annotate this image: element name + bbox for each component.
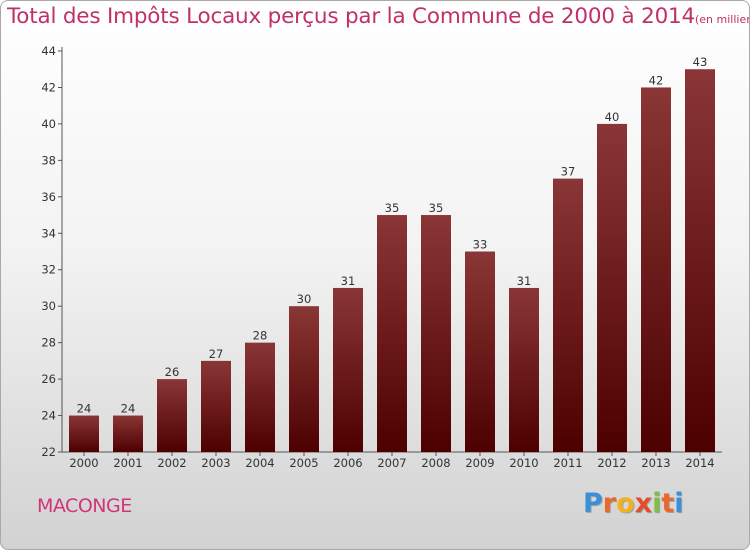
y-tick-label: 40 bbox=[41, 117, 56, 131]
y-tick-label: 30 bbox=[41, 299, 56, 313]
bar[interactable] bbox=[685, 69, 715, 453]
bar[interactable] bbox=[69, 415, 99, 452]
bar-value-label: 35 bbox=[385, 201, 400, 215]
logo-letter: i bbox=[674, 488, 684, 519]
bar[interactable] bbox=[113, 415, 143, 452]
bar-value-label: 40 bbox=[605, 110, 620, 124]
y-tick-label: 34 bbox=[41, 226, 56, 240]
logo-letter: i bbox=[652, 488, 662, 519]
logo-letter: t bbox=[661, 488, 675, 519]
bar-value-label: 43 bbox=[693, 55, 708, 69]
bar[interactable] bbox=[201, 360, 231, 452]
bars bbox=[69, 69, 715, 453]
bar[interactable] bbox=[509, 287, 539, 452]
bar[interactable] bbox=[553, 178, 583, 452]
logo-letter: P bbox=[583, 488, 603, 519]
bar-value-label: 27 bbox=[209, 347, 224, 361]
y-tick-label: 24 bbox=[41, 409, 56, 423]
x-tick-label: 2008 bbox=[421, 456, 450, 470]
x-tick-label: 2012 bbox=[597, 456, 626, 470]
bar-value-label: 26 bbox=[165, 365, 180, 379]
x-tick-label: 2006 bbox=[333, 456, 362, 470]
y-tick-label: 38 bbox=[41, 153, 56, 167]
bar-value-label: 31 bbox=[517, 274, 532, 288]
bar[interactable] bbox=[465, 251, 495, 453]
bar-value-label: 35 bbox=[429, 201, 444, 215]
proxiti-logo[interactable]: Proxiti bbox=[583, 488, 684, 519]
bar-value-label: 24 bbox=[121, 402, 136, 416]
y-tick-label: 22 bbox=[41, 445, 56, 459]
y-tick-label: 36 bbox=[41, 190, 56, 204]
axes: 22 24 26 28 30 32 34 36 38 40 42 44 bbox=[41, 44, 722, 459]
bar-value-label: 30 bbox=[297, 292, 312, 306]
x-tick-label: 2002 bbox=[157, 456, 186, 470]
bar-value-label: 31 bbox=[341, 274, 356, 288]
bar-value-label: 24 bbox=[77, 402, 92, 416]
data-labels: 2000 24 2001 24 2002 26 2003 27 2004 28 2005 30 2006… bbox=[69, 55, 714, 470]
y-tick-label: 42 bbox=[41, 80, 56, 94]
bar[interactable] bbox=[377, 215, 407, 452]
y-tick-label: 28 bbox=[41, 336, 56, 350]
x-tick-label: 2004 bbox=[245, 456, 274, 470]
bar[interactable] bbox=[333, 287, 363, 452]
bar[interactable] bbox=[641, 87, 671, 453]
chart-title-text: Total des Impôts Locaux perçus par la Co… bbox=[7, 4, 695, 29]
logo-letter: x bbox=[634, 488, 653, 519]
bar[interactable] bbox=[597, 123, 627, 452]
y-tick-label: 26 bbox=[41, 372, 56, 386]
bar-value-label: 28 bbox=[253, 329, 268, 343]
x-tick-label: 2011 bbox=[553, 456, 582, 470]
x-tick-label: 2003 bbox=[201, 456, 230, 470]
bar[interactable] bbox=[289, 306, 319, 452]
x-tick-label: 2014 bbox=[685, 456, 714, 470]
x-tick-label: 2005 bbox=[289, 456, 318, 470]
bar[interactable] bbox=[157, 379, 187, 452]
x-tick-label: 2007 bbox=[377, 456, 406, 470]
x-tick-label: 2000 bbox=[69, 456, 98, 470]
bar[interactable] bbox=[245, 342, 275, 452]
bar-value-label: 33 bbox=[473, 238, 488, 252]
y-tick-label: 32 bbox=[41, 263, 56, 277]
commune-name: MACONGE bbox=[37, 495, 132, 517]
x-tick-label: 2009 bbox=[465, 456, 494, 470]
logo-letter: r bbox=[602, 488, 617, 519]
x-tick-label: 2010 bbox=[509, 456, 538, 470]
chart-title: Total des Impôts Locaux perçus par la Co… bbox=[7, 4, 749, 29]
bar-value-label: 37 bbox=[561, 165, 576, 179]
bar-value-label: 42 bbox=[649, 73, 664, 87]
bar[interactable] bbox=[421, 215, 451, 452]
logo-letter: o bbox=[616, 488, 635, 519]
chart-title-unit: (en milliers d'€) bbox=[695, 13, 749, 26]
x-tick-label: 2013 bbox=[641, 456, 670, 470]
y-tick-label: 44 bbox=[41, 44, 56, 58]
x-tick-label: 2001 bbox=[113, 456, 142, 470]
